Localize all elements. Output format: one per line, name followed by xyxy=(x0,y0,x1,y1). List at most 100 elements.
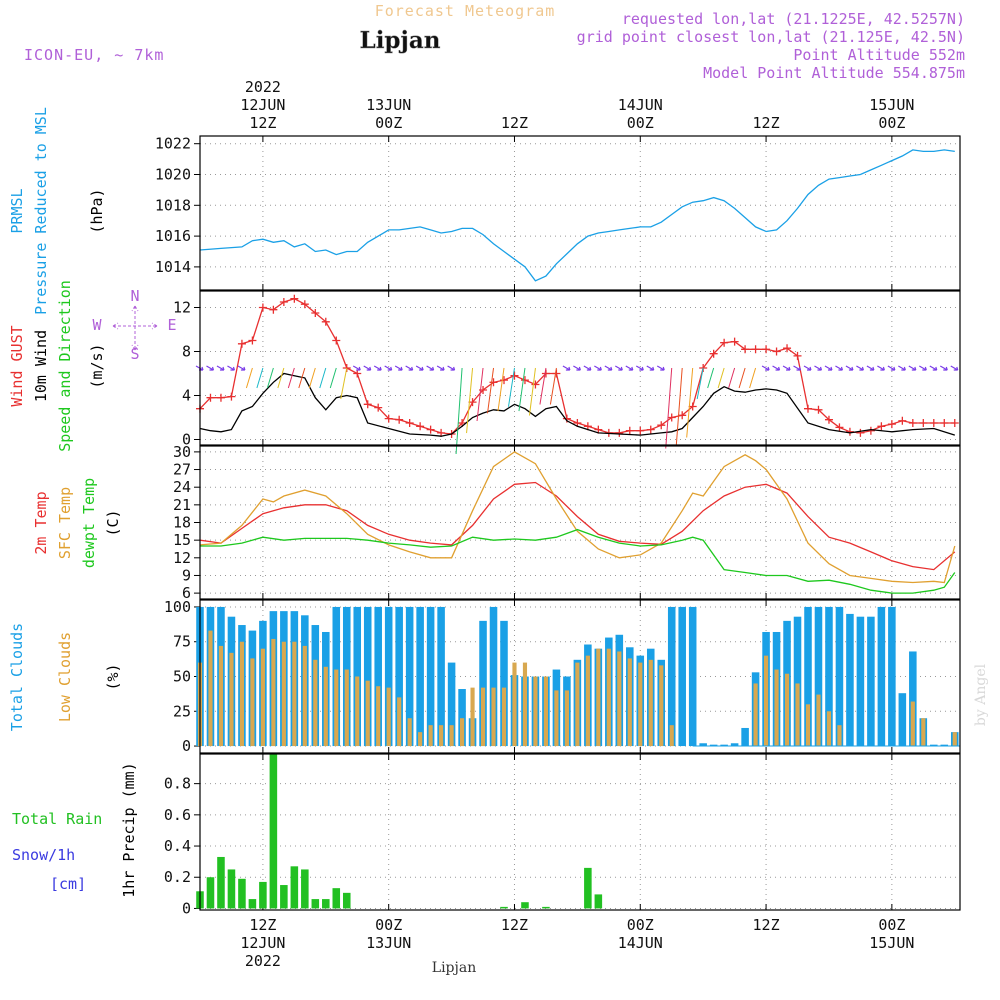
bar-total-rain xyxy=(542,906,550,909)
bar-low-clouds xyxy=(386,687,391,747)
wind-direction-arrow xyxy=(206,365,215,371)
y-tick-label: 0 xyxy=(182,737,191,755)
wind-direction-arrow xyxy=(845,365,854,371)
wind-barb xyxy=(675,367,683,447)
bar-low-clouds xyxy=(418,732,423,747)
gust-marker xyxy=(321,317,330,326)
y-tick-label: 6 xyxy=(182,584,191,602)
precip-panel: 0 0.2 0.4 0.6 0.8 xyxy=(164,753,961,917)
wind-barb xyxy=(497,367,505,412)
bar-total-clouds xyxy=(846,613,854,747)
bar-total-rain xyxy=(521,902,529,909)
bar-total-rain xyxy=(311,899,320,909)
wind-direction-arrow xyxy=(237,365,246,371)
wind-direction-arrow xyxy=(227,365,236,371)
y-tick-label: 1020 xyxy=(155,166,191,184)
bar-total-rain xyxy=(206,877,215,909)
compass-north: N xyxy=(130,287,139,305)
wind-barb xyxy=(707,367,715,389)
gust-marker xyxy=(887,420,896,429)
gust-marker xyxy=(405,419,414,427)
bar-low-clouds xyxy=(638,662,643,747)
bar-total-clouds xyxy=(426,606,435,747)
bar-low-clouds xyxy=(397,697,402,747)
wind-direction-arrow xyxy=(877,365,885,371)
y-tick-label: 0.6 xyxy=(164,806,191,824)
wind-direction-arrow xyxy=(594,365,602,371)
bar-total-rain xyxy=(584,867,592,909)
gust-marker xyxy=(279,298,288,306)
gust-marker xyxy=(877,422,886,431)
clouds-panel: 0 25 50 75 100 xyxy=(164,598,961,755)
model-label: ICON-EU, ~ 7km xyxy=(24,46,164,64)
bar-low-clouds xyxy=(763,655,769,747)
bar-total-clouds xyxy=(730,743,739,747)
wind-direction-arrow xyxy=(562,365,571,371)
bar-low-clouds xyxy=(910,701,915,747)
bar-total-rain xyxy=(342,892,351,909)
bottom-day-label: 13JUN xyxy=(366,934,411,952)
bar-low-clouds xyxy=(585,655,590,747)
compass-east: E xyxy=(167,316,176,334)
bar-low-clouds xyxy=(480,687,486,747)
wind-barb xyxy=(728,367,736,389)
compass-arrows-icon xyxy=(112,305,158,351)
wind-direction-arrow xyxy=(447,365,456,371)
top-day-label: 14JUN xyxy=(618,96,663,114)
bar-low-clouds xyxy=(659,665,664,747)
y-tick-label: 0.2 xyxy=(164,868,191,886)
model-altitude: Model Point Altitude 554.875m xyxy=(703,64,965,82)
series-line-2m-temp xyxy=(199,481,956,571)
bar-low-clouds xyxy=(564,690,569,747)
y-tick-label: 24 xyxy=(173,478,191,496)
bar-low-clouds xyxy=(260,648,265,747)
bar-low-clouds xyxy=(921,718,926,747)
location-name: Lipjan xyxy=(360,27,441,54)
wind-barb xyxy=(539,367,547,405)
bar-low-clouds xyxy=(355,676,360,747)
gust-marker xyxy=(290,294,299,303)
wind-direction-arrow xyxy=(793,365,802,371)
bar-low-clouds xyxy=(826,711,832,747)
compass-west: W xyxy=(92,316,102,334)
gust-marker xyxy=(520,376,529,385)
panel-frame xyxy=(199,599,961,754)
bar-total-clouds xyxy=(888,606,896,747)
bar-total-clouds xyxy=(458,689,466,747)
bar-total-rain xyxy=(322,899,330,909)
bottom-year-label: 2022 xyxy=(245,952,281,970)
bottom-day-label: 15JUN xyxy=(869,934,914,952)
wind-barb xyxy=(749,367,757,389)
bar-total-rain xyxy=(238,878,246,909)
wind-direction-arrow xyxy=(625,365,634,371)
bar-low-clouds xyxy=(470,687,475,747)
bar-low-clouds xyxy=(491,687,496,747)
wind-label-unit: (m/s) xyxy=(88,343,106,388)
bar-total-clouds xyxy=(447,662,456,747)
bar-low-clouds xyxy=(617,651,622,747)
top-hour-label: 00Z xyxy=(627,114,654,132)
gust-marker xyxy=(898,416,907,425)
gust-marker xyxy=(510,371,519,380)
y-tick-label: 12 xyxy=(173,549,191,567)
y-tick-label: 30 xyxy=(173,443,191,461)
clouds-label-unit: (%) xyxy=(104,663,122,690)
bar-total-rain xyxy=(248,899,257,909)
temp-label-2m: 2m Temp xyxy=(32,491,50,554)
bar-total-rain xyxy=(301,869,309,909)
bar-total-clouds xyxy=(384,606,393,747)
wind-label-10m: 10m Wind xyxy=(32,330,50,402)
bar-total-clouds xyxy=(930,744,938,747)
clouds-label-total: Total Clouds xyxy=(8,623,26,731)
bar-low-clouds xyxy=(365,680,370,747)
bar-low-clouds xyxy=(302,645,307,747)
wind-barb xyxy=(487,367,495,414)
y-tick-label: 1014 xyxy=(155,258,191,276)
wind-barb xyxy=(329,367,337,389)
wind-barb xyxy=(717,367,725,389)
gust-marker xyxy=(824,415,833,424)
gust-marker xyxy=(709,349,718,358)
bar-total-clouds xyxy=(793,616,802,747)
y-tick-label: 100 xyxy=(164,598,191,616)
